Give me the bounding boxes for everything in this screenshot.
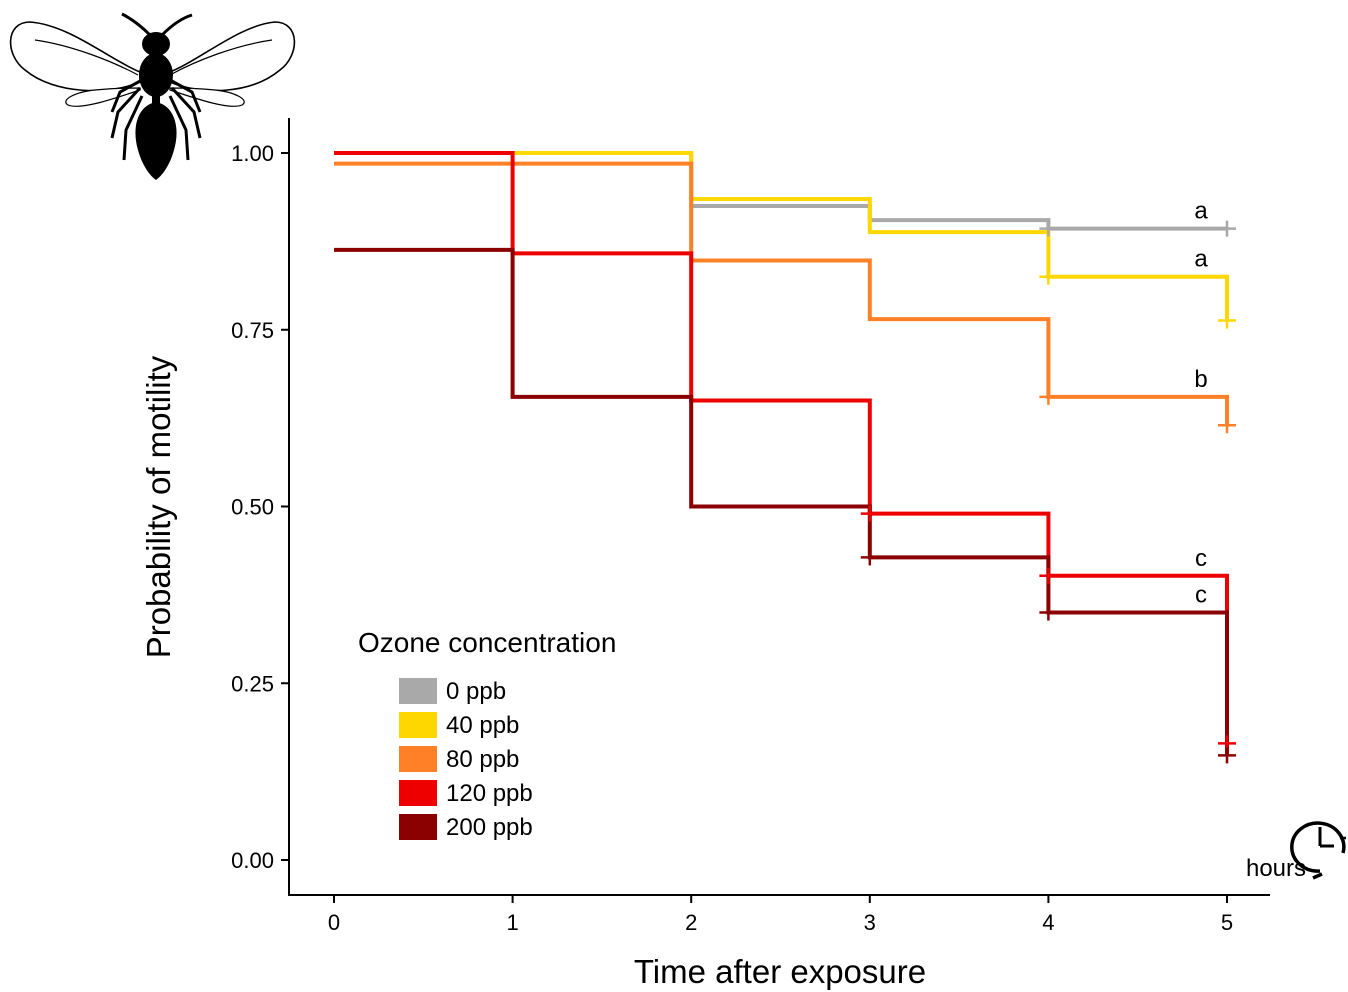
legend-swatch [399,780,437,806]
legend-swatch [399,678,437,704]
x-tick-label: 3 [864,910,876,935]
legend: Ozone concentration 0 ppb 40 ppb 80 ppb 120… [358,627,616,841]
significance-letter: b [1194,366,1207,393]
censor-mark [1039,604,1058,621]
x-axis-ticks: 0 1 2 3 4 5 [328,895,1233,935]
y-tick-label: 0.50 [231,495,274,520]
censor-mark [1218,312,1236,329]
censor-mark [1218,747,1236,764]
wasp-silhouette-icon [9,12,296,180]
x-tick-label: 2 [685,910,697,935]
legend-label: 40 ppb [446,712,519,739]
legend-label: 200 ppb [446,814,533,841]
significance-letter: a [1194,246,1208,273]
x-axis-title: Time after exposure [634,953,926,990]
x-tick-label: 4 [1042,910,1054,935]
censor-mark [1039,268,1058,285]
censor-mark [1039,220,1058,237]
clock-icon [1290,821,1346,880]
y-axis-ticks: 0.00 0.25 0.50 0.75 1.00 [231,141,289,873]
y-tick-label: 0.75 [231,318,274,343]
legend-swatch [399,712,437,738]
significance-letter: c [1195,545,1207,572]
legend-swatch [399,814,437,840]
censor-mark [860,549,879,566]
y-axis-title: Probability of motility [140,355,177,658]
legend-items: 0 ppb 40 ppb 80 ppb 120 ppb 200 ppb [399,678,533,841]
series-line [334,161,1229,426]
x-tick-label: 1 [506,910,518,935]
series-line [334,151,1229,321]
legend-swatch [399,746,437,772]
legend-title: Ozone concentration [358,627,616,658]
series-line [334,151,1229,744]
censor-mark [1039,567,1058,584]
censor-mark [1218,220,1236,237]
censor-mark [860,505,879,522]
x-tick-label: 0 [328,910,340,935]
legend-label: 0 ppb [446,678,506,705]
significance-letter: a [1194,198,1208,225]
significance-letters: aa b cc [1194,198,1208,609]
legend-label: 80 ppb [446,746,519,773]
y-tick-label: 0.25 [231,671,274,696]
censor-marks [860,220,1236,764]
legend-label: 120 ppb [446,780,533,807]
censor-mark [1218,417,1236,434]
series-layer [334,151,1229,756]
y-tick-label: 1.00 [231,141,274,166]
x-unit-label: hours [1246,855,1306,882]
significance-letter: c [1195,582,1207,609]
x-tick-label: 5 [1221,910,1233,935]
censor-mark [1039,388,1058,405]
y-tick-label: 0.00 [231,848,274,873]
